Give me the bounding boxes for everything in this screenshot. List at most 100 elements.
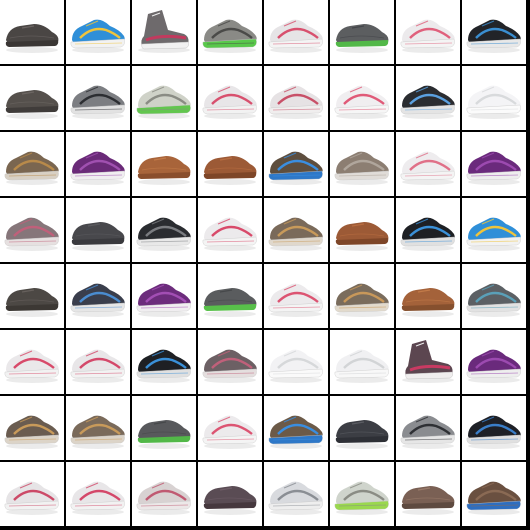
shoe-laces	[351, 223, 365, 227]
shoe-stripe	[475, 357, 517, 369]
shoe-cell-r6-c3	[132, 330, 196, 394]
shoe-cell-r4-c3	[132, 198, 196, 262]
shoe-sole-trim	[404, 42, 453, 45]
shoe-sole-trim	[272, 174, 321, 177]
shoe-stripe	[145, 34, 187, 42]
shoe-stripe	[475, 423, 517, 435]
shoe-stripe	[211, 225, 253, 237]
shoe-image	[70, 415, 125, 449]
shoe-sole	[405, 371, 453, 380]
shoe-shadow	[270, 113, 322, 119]
shoe-image	[466, 217, 521, 251]
shoe-upper	[138, 420, 191, 440]
shoe-stripe	[211, 423, 253, 435]
shoe-cell-r3-c3	[132, 132, 196, 196]
shoe-image	[70, 481, 125, 515]
shoe-laces	[481, 86, 495, 93]
shoe-laces	[217, 416, 231, 423]
shoe-upper	[468, 85, 521, 110]
shoe-cell-r8-c3	[132, 462, 196, 526]
shoe-cell-r7-c6	[330, 396, 394, 460]
shoe-image	[136, 349, 191, 383]
shoe-cell-r1-c4	[198, 0, 262, 64]
shoe-shadow	[402, 113, 454, 119]
shoe-upper	[204, 349, 257, 374]
shoe-upper	[270, 415, 323, 440]
shoe-sole-trim	[74, 108, 123, 111]
shoe-shadow	[402, 443, 454, 449]
shoe-stitch	[405, 497, 451, 501]
shoe-laces	[481, 416, 495, 423]
shoe-sole-trim	[404, 108, 453, 111]
shoe-laces	[217, 86, 231, 93]
shoe-cell-r4-c1	[0, 198, 64, 262]
shoe-upper	[402, 217, 455, 242]
shoe-sole-trim	[272, 240, 321, 243]
shoe-image	[335, 24, 389, 53]
shoe-shadow	[468, 245, 520, 251]
shoe-stitch	[9, 35, 55, 39]
shoe-stripe	[13, 423, 55, 435]
shoe-image	[334, 349, 389, 383]
shoe-stripe	[475, 27, 517, 39]
shoe-stripe	[79, 423, 121, 435]
shoe-shadow	[336, 179, 388, 185]
shoe-upper	[402, 19, 455, 44]
shoe-shadow	[468, 179, 520, 185]
shoe-cell-r6-c2	[66, 330, 130, 394]
shoe-shadow	[6, 509, 58, 515]
shoe-laces	[21, 289, 35, 293]
shoe-sole	[203, 502, 257, 509]
shoe-cell-r6-c6	[330, 330, 394, 394]
shoe-image	[136, 283, 191, 317]
shoe-stripe	[409, 159, 451, 171]
shoe-cell-r1-c1	[0, 0, 64, 64]
shoe-stripe	[475, 159, 517, 171]
shoe-stripe	[409, 423, 451, 435]
shoe-upper	[6, 217, 59, 242]
shoe-upper	[72, 19, 125, 44]
shoe-sole	[141, 41, 189, 50]
shoe-stripe	[145, 225, 187, 237]
shoe-laces	[349, 284, 363, 291]
shoe-image	[70, 349, 125, 383]
shoe-stripe	[211, 93, 253, 105]
shoe-sole-trim	[470, 438, 519, 441]
shoe-image	[466, 151, 521, 185]
shoe-upper	[336, 151, 389, 176]
shoe-image	[138, 10, 190, 53]
shoe-cell-r4-c2	[66, 198, 130, 262]
shoe-stripe	[79, 489, 121, 501]
shoe-sole-trim	[338, 108, 387, 111]
shoe-sole-trim	[140, 108, 189, 111]
shoe-image	[137, 156, 191, 185]
shoe-shadow	[336, 509, 388, 515]
shoe-shadow	[6, 179, 58, 185]
shoe-image	[402, 340, 454, 383]
shoe-upper	[402, 288, 455, 308]
shoe-sole-trim	[470, 42, 519, 45]
shoe-upper	[72, 481, 125, 506]
shoe-cell-r3-c7	[396, 132, 460, 196]
shoe-image	[203, 156, 257, 185]
shoe-shadow	[336, 245, 388, 251]
shoe-sole-trim	[8, 438, 57, 441]
shoe-sole-trim	[206, 372, 255, 375]
shoe-laces	[415, 86, 429, 93]
shoe-shadow	[336, 377, 388, 383]
shoe-sole-trim	[470, 372, 519, 375]
shoe-cell-r8-c4	[198, 462, 262, 526]
shoe-laces	[219, 487, 233, 491]
shoe-cell-r2-c7	[396, 66, 460, 130]
shoe-laces	[349, 482, 363, 489]
shoe-laces	[21, 91, 35, 95]
shoe-sole-trim	[404, 174, 453, 177]
shoe-shadow	[6, 47, 58, 53]
shoe-shadow	[270, 377, 322, 383]
shoe-upper	[468, 19, 521, 44]
shoe-upper	[72, 222, 125, 242]
shoe-sole-trim	[74, 504, 123, 507]
shoe-sole-trim	[8, 174, 57, 177]
shoe-image	[202, 349, 257, 383]
